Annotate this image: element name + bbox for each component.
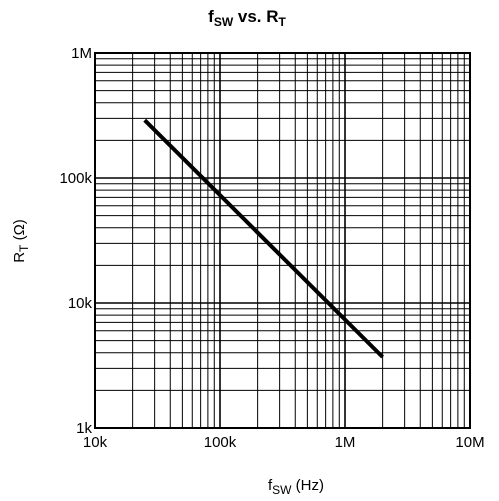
x-tick-label: 1M: [335, 434, 356, 451]
y-tick-label: 10k: [68, 295, 93, 312]
x-axis-label: fSW (Hz): [268, 477, 324, 497]
y-tick-labels: 1k 10k 100k 1M: [59, 45, 92, 437]
grid: [94, 52, 471, 429]
x-tick-labels: 10k 100k 1M 10M: [83, 434, 485, 451]
x-tick-label: 100k: [204, 434, 237, 451]
series-line-1: [143, 118, 385, 359]
y-tick-label: 1k: [76, 420, 92, 437]
y-tick-label: 1M: [71, 45, 92, 62]
y-axis-label: RT (Ω): [11, 219, 31, 263]
chart-title: fSW vs. RT: [208, 7, 286, 29]
plot-frame: [94, 52, 471, 429]
series-layer: [143, 118, 385, 359]
x-tick-label: 10k: [83, 434, 108, 451]
x-tick-label: 10M: [455, 434, 484, 451]
y-tick-label: 100k: [59, 170, 92, 187]
